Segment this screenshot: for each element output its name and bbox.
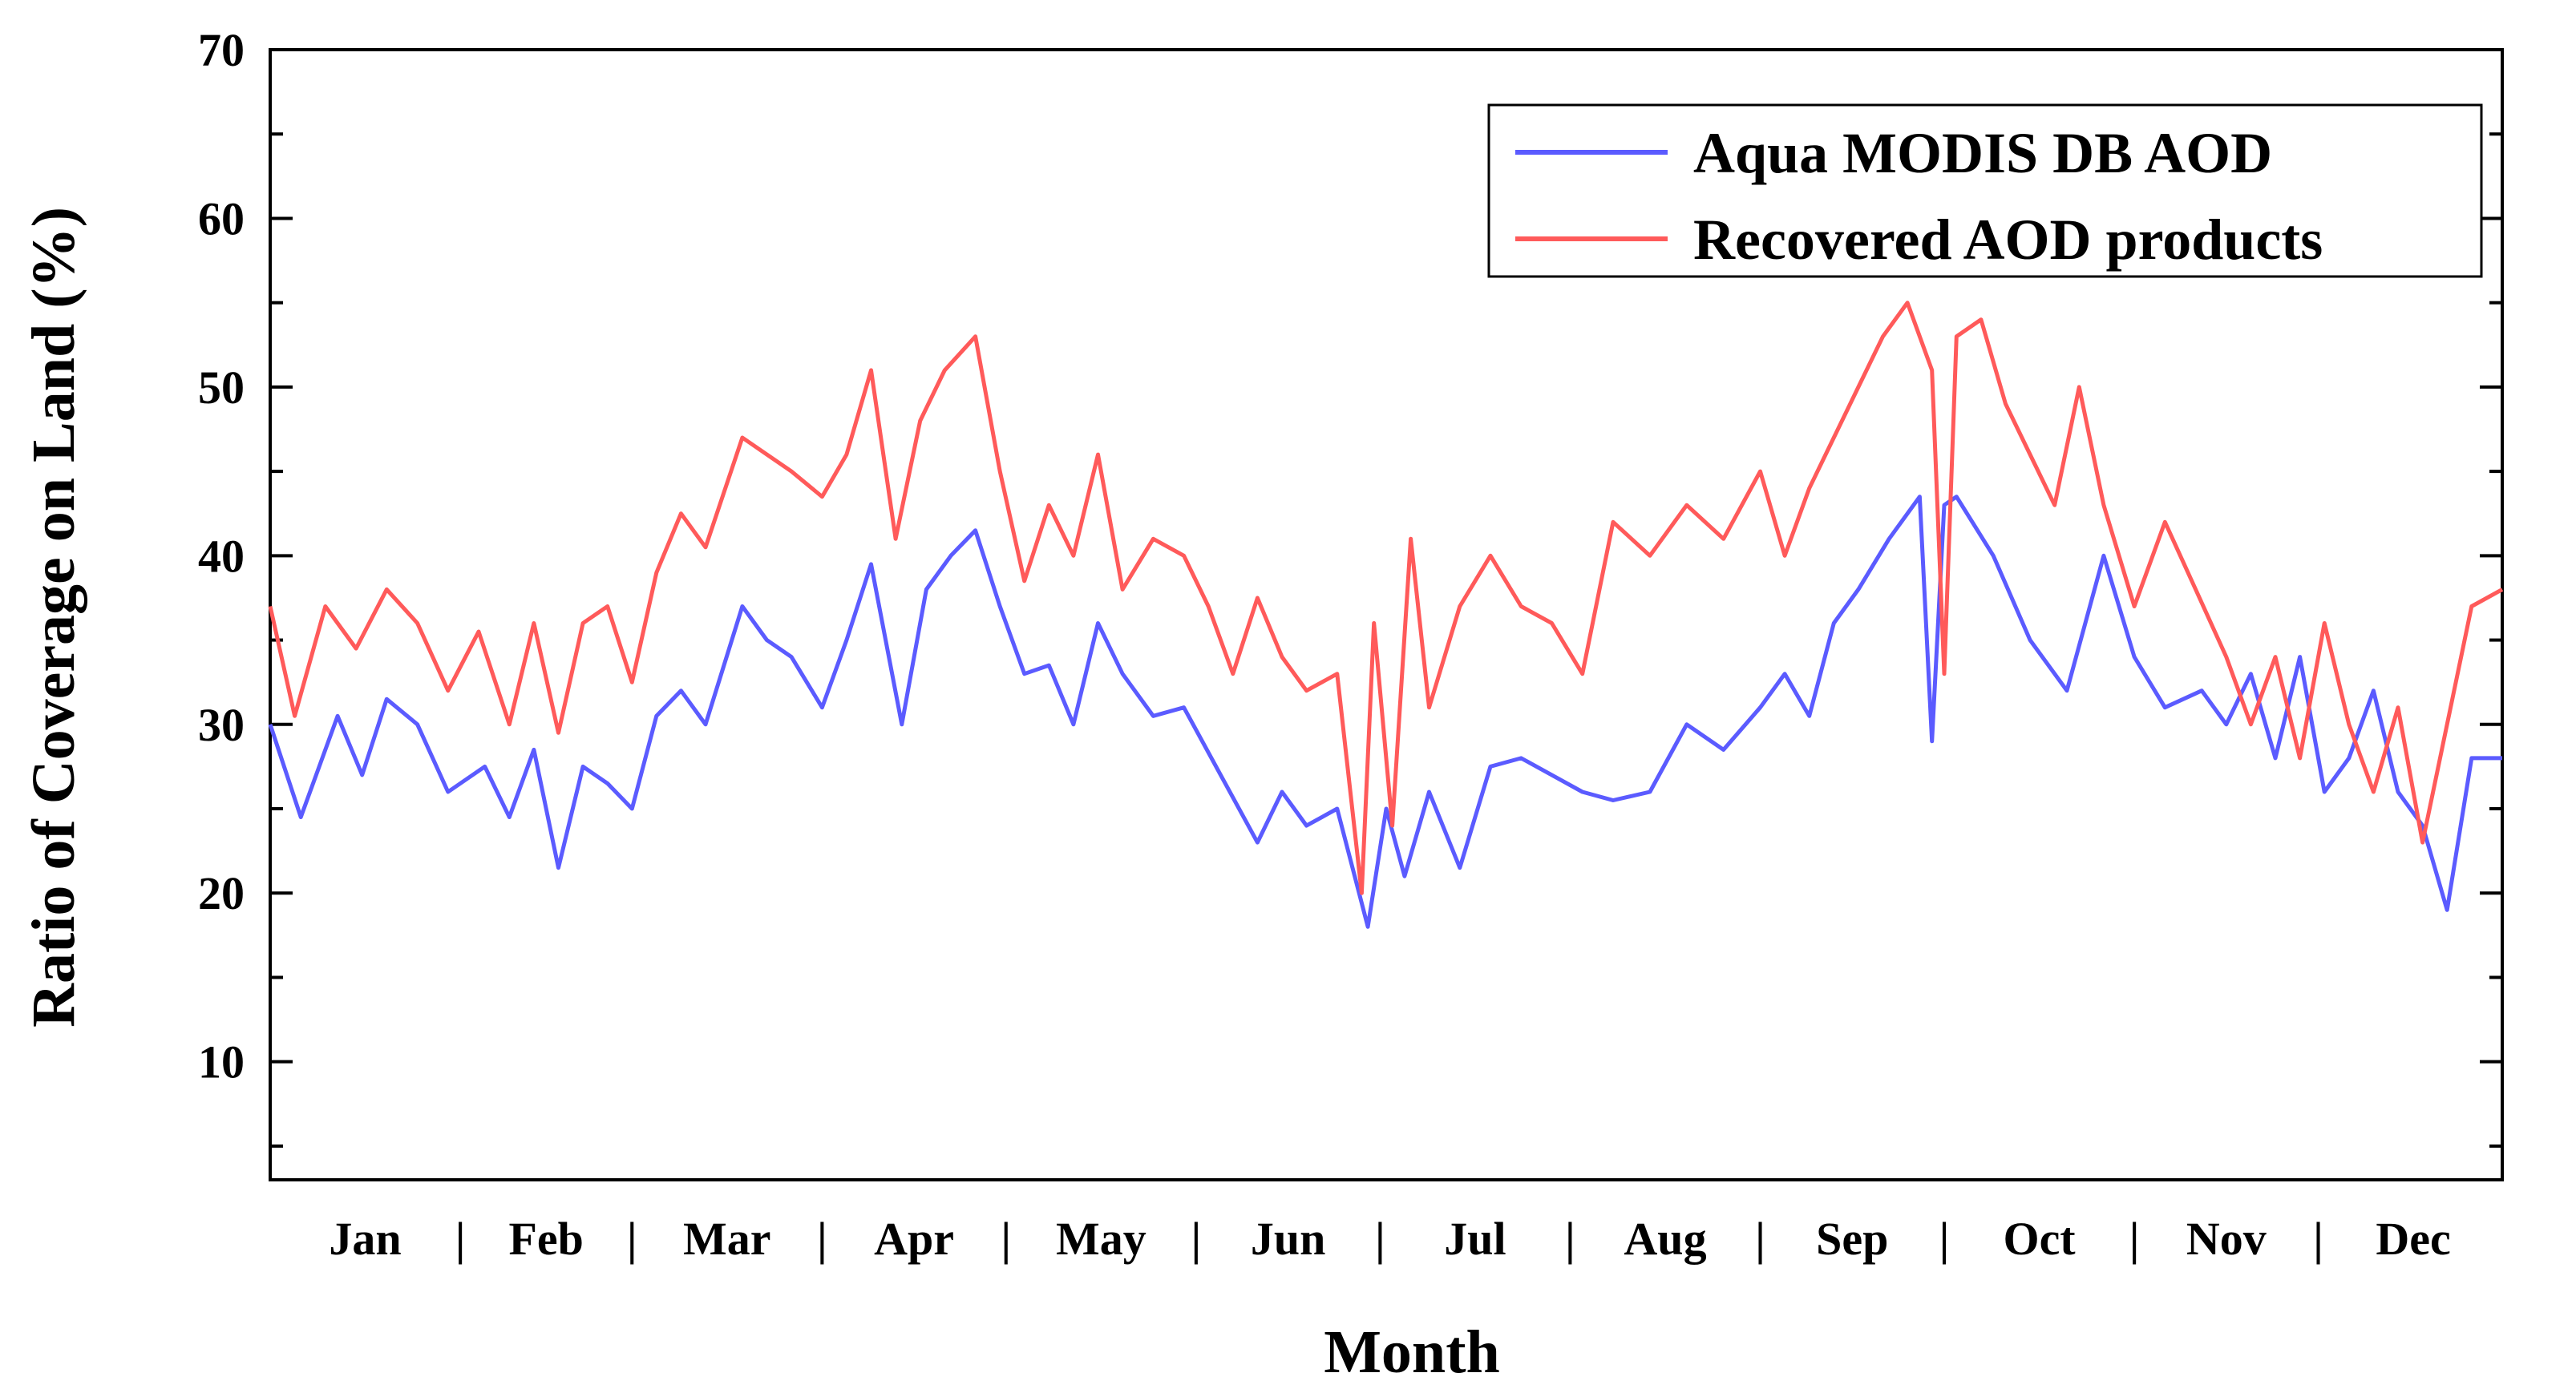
y-axis-ticks	[270, 48, 2502, 1148]
month-separator: |	[1375, 1213, 1385, 1265]
y-tick-label: 10	[198, 1036, 245, 1088]
month-separator: |	[817, 1213, 827, 1265]
month-label: Sep	[1816, 1213, 1888, 1265]
month-label: Oct	[2003, 1213, 2076, 1265]
month-label: Jul	[1444, 1213, 1506, 1265]
month-label: Dec	[2376, 1213, 2450, 1265]
month-label: Mar	[683, 1213, 771, 1265]
month-separator: |	[1191, 1213, 1202, 1265]
y-tick-label: 50	[198, 361, 245, 414]
month-label: May	[1056, 1213, 1146, 1265]
y-tick-label: 20	[198, 867, 245, 919]
month-separator: |	[455, 1213, 466, 1265]
x-axis-month-labels: Jan | Feb | Mar | Apr | May | Jun | Jul | Aug | Sep | Oct |…	[329, 1213, 2450, 1265]
series-line-aqua-modis-db-aod	[268, 495, 2502, 929]
y-tick-label: 40	[198, 530, 245, 582]
month-separator: |	[1565, 1213, 1575, 1265]
legend-box	[1487, 103, 2483, 278]
month-label: Apr	[874, 1213, 954, 1265]
y-tick-label: 30	[198, 699, 245, 751]
month-separator: |	[1939, 1213, 1950, 1265]
month-separator: |	[1001, 1213, 1011, 1265]
series-lines	[268, 301, 2504, 929]
month-label: Aug	[1624, 1213, 1706, 1265]
month-separator: |	[2129, 1213, 2140, 1265]
month-separator: |	[2313, 1213, 2323, 1265]
month-label: Jun	[1251, 1213, 1326, 1265]
month-separator: |	[1755, 1213, 1765, 1265]
month-label: Nov	[2186, 1213, 2267, 1265]
month-label: Feb	[508, 1213, 583, 1265]
month-label: Jan	[329, 1213, 401, 1265]
legend: Aqua MODIS DB AOD Recovered AOD products	[1487, 103, 2483, 278]
legend-label-aqua: Aqua MODIS DB AOD	[1693, 121, 2272, 185]
month-separator: |	[627, 1213, 637, 1265]
y-tick-label: 70	[198, 24, 245, 76]
y-axis-title: Ratio of Coverage on Land (%)	[20, 207, 87, 1028]
x-axis-title: Month	[1324, 1318, 1500, 1385]
legend-label-recovered: Recovered AOD products	[1693, 208, 2323, 272]
y-tick-label: 60	[198, 192, 245, 244]
series-line-recovered-aod-products	[268, 301, 2504, 895]
y-axis-tick-labels: 10 20 30 40 50 60 70	[198, 24, 245, 1088]
